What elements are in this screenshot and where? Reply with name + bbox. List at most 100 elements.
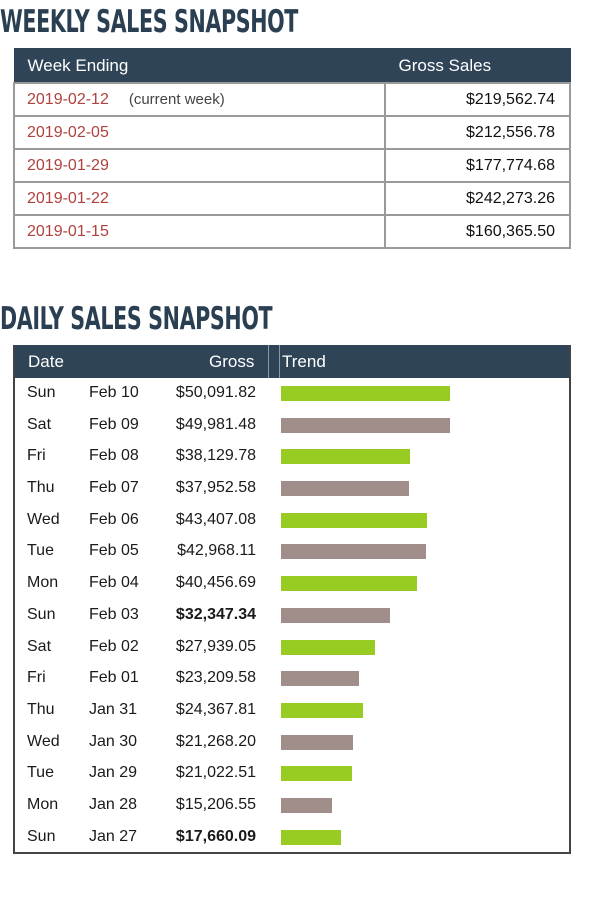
weekly-sales-table: Week Ending Gross Sales 2019-02-12 (curre… (13, 48, 571, 249)
trend-bar (281, 702, 363, 718)
week-ending-date[interactable]: 2019-02-05 (27, 123, 109, 141)
week-ending-date[interactable]: 2019-01-29 (27, 156, 109, 174)
date-header: Date (28, 352, 64, 371)
day-of-week: Mon (27, 574, 59, 592)
daily-row: Fri Feb 01 $23,209.58 (15, 663, 569, 695)
day-date: Feb 02 (89, 637, 139, 655)
week-ending-header: Week Ending (13, 48, 386, 84)
day-of-week: Thu (27, 479, 55, 497)
day-gross: $50,091.82 (175, 384, 256, 401)
day-date: Jan 31 (89, 700, 138, 718)
day-gross: $40,456.69 (175, 574, 256, 592)
trend-bar (281, 734, 353, 750)
day-gross: $49,981.48 (175, 415, 256, 433)
daily-row: Tue Feb 05 $42,968.11 (15, 536, 569, 568)
trend-bar (281, 766, 352, 782)
day-date: Feb 09 (89, 415, 139, 433)
day-of-week: Wed (27, 732, 60, 750)
day-date: Feb 10 (89, 384, 139, 401)
day-date: Feb 04 (89, 574, 139, 592)
daily-row: Mon Jan 28 $15,206.55 (15, 790, 569, 822)
day-gross: $15,206.55 (175, 795, 256, 813)
daily-row: Mon Feb 04 $40,456.69 (15, 568, 569, 600)
weekly-row[interactable]: 2019-01-22 $242,273.26 (13, 181, 571, 216)
day-gross: $21,268.20 (175, 732, 256, 750)
week-ending-cell[interactable]: 2019-01-29 (13, 148, 386, 183)
day-of-week: Sun (27, 827, 56, 845)
daily-row: Thu Jan 31 $24,367.81 (15, 695, 569, 727)
daily-row: Thu Feb 07 $37,952.58 (15, 473, 569, 505)
trend-header: Trend (282, 352, 326, 371)
trend-bar (281, 829, 341, 845)
trend-bar (281, 386, 450, 401)
gross-header: Gross (209, 352, 255, 371)
week-ending-cell[interactable]: 2019-01-22 (13, 181, 386, 216)
day-of-week: Thu (27, 700, 55, 718)
current-week-note: (current week) (128, 90, 225, 108)
daily-row: Sun Feb 10 $50,091.82 (15, 378, 569, 410)
day-gross: $43,407.08 (175, 510, 256, 528)
daily-row: Wed Feb 06 $43,407.08 (15, 505, 569, 537)
trend-bar (281, 639, 375, 655)
weekly-row[interactable]: 2019-02-05 $212,556.78 (13, 115, 571, 150)
trend-bar (281, 512, 427, 528)
day-of-week: Mon (27, 795, 59, 813)
daily-row: Tue Jan 29 $21,022.51 (15, 758, 569, 790)
day-gross: $32,347.34 (175, 605, 256, 623)
week-ending-date[interactable]: 2019-01-15 (27, 222, 109, 240)
week-ending-date[interactable]: 2019-02-12 (27, 90, 109, 108)
header-divider (279, 345, 280, 378)
daily-sales-title: DAILY SALES SNAPSHOT (0, 301, 273, 337)
gross-sales-cell: $177,774.68 (384, 148, 571, 183)
day-date: Feb 01 (89, 669, 139, 687)
gross-sales-cell: $160,365.50 (384, 214, 571, 249)
daily-row: Wed Jan 30 $21,268.20 (15, 727, 569, 759)
trend-bar (281, 671, 359, 687)
day-gross: $42,968.11 (177, 542, 256, 560)
day-gross: $23,209.58 (175, 669, 256, 687)
day-gross: $38,129.78 (175, 447, 256, 465)
day-date: Jan 28 (89, 795, 138, 813)
day-date: Feb 06 (89, 510, 139, 528)
daily-row: Sun Jan 27 $17,660.09 (15, 822, 569, 854)
weekly-header-row: Week Ending Gross Sales (13, 48, 571, 84)
day-gross: $27,939.05 (175, 637, 256, 655)
gross-sales-header: Gross Sales (384, 48, 571, 84)
week-ending-cell[interactable]: 2019-01-15 (13, 214, 386, 249)
daily-row: Sat Feb 09 $49,981.48 (15, 410, 569, 442)
trend-bar (281, 576, 417, 592)
trend-bar (281, 449, 410, 465)
day-of-week: Fri (27, 447, 46, 465)
header-divider (268, 345, 269, 378)
day-of-week: Tue (27, 542, 54, 560)
week-ending-cell[interactable]: 2019-02-12 (current week) (13, 82, 386, 117)
daily-sales-table: Date Gross Trend Sun Feb 10 $50,091.82 Sat F… (13, 345, 571, 854)
week-ending-date[interactable]: 2019-01-22 (27, 189, 109, 207)
trend-bar (281, 797, 332, 813)
weekly-row[interactable]: 2019-01-15 $160,365.50 (13, 214, 571, 249)
day-date: Feb 03 (89, 605, 139, 623)
daily-row: Sun Feb 03 $32,347.34 (15, 600, 569, 632)
trend-bar (281, 417, 450, 433)
daily-rows: Sun Feb 10 $50,091.82 Sat Feb 09 $49,981.48 Fr… (15, 378, 569, 853)
trend-bar (281, 607, 390, 623)
day-gross: $24,367.81 (175, 700, 256, 718)
day-date: Jan 27 (89, 827, 138, 845)
week-ending-cell[interactable]: 2019-02-05 (13, 115, 386, 150)
day-of-week: Wed (27, 510, 60, 528)
day-of-week: Fri (27, 669, 46, 687)
weekly-row[interactable]: 2019-01-29 $177,774.68 (13, 148, 571, 183)
day-of-week: Sun (27, 384, 56, 401)
trend-bar (281, 544, 426, 560)
trend-bar (281, 481, 409, 497)
weekly-row[interactable]: 2019-02-12 (current week) $219,562.74 (13, 82, 571, 117)
day-date: Feb 05 (89, 542, 139, 560)
day-date: Jan 29 (89, 764, 138, 782)
daily-row: Sat Feb 02 $27,939.05 (15, 632, 569, 664)
day-of-week: Tue (27, 764, 54, 782)
day-gross: $17,660.09 (175, 827, 256, 845)
daily-row: Fri Feb 08 $38,129.78 (15, 441, 569, 473)
day-gross: $37,952.58 (175, 479, 256, 497)
day-date: Feb 07 (89, 479, 139, 497)
day-of-week: Sat (27, 637, 52, 655)
